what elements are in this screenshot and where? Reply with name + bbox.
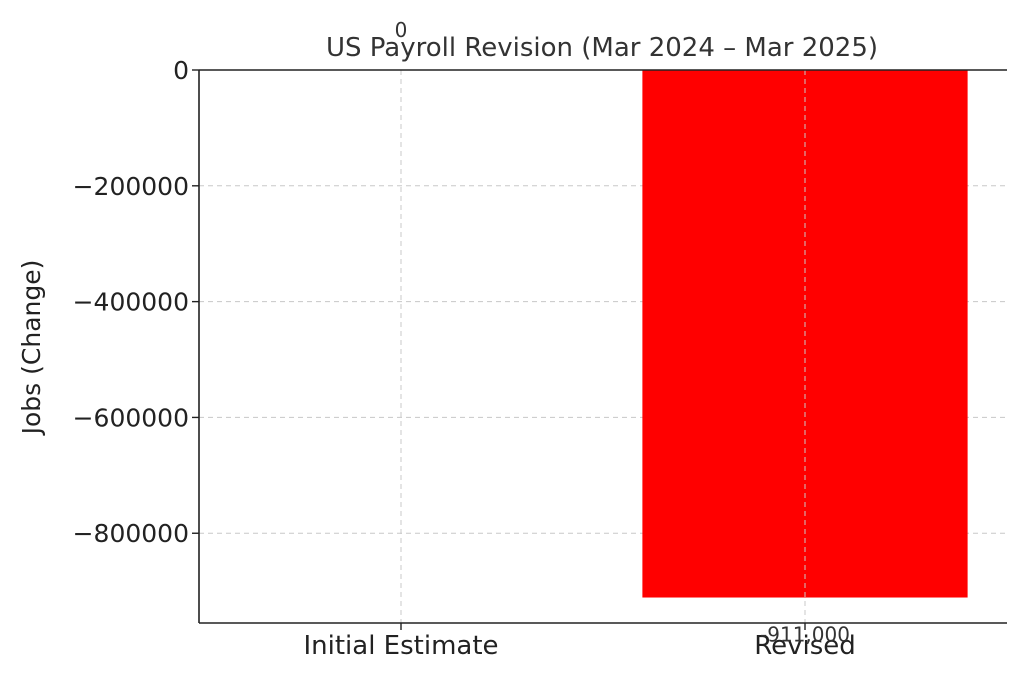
y-tick-layer: 0 −200000 −400000 −600000 −800000: [73, 56, 199, 548]
y-tick-label: −400000: [73, 288, 189, 317]
x-tick-label: Initial Estimate: [303, 631, 498, 661]
y-axis-title: Jobs (Change): [17, 260, 46, 437]
axis-layer: [198, 69, 1007, 624]
data-label-layer: 0 -911,000: [395, 18, 850, 647]
x-tick-layer: Initial Estimate Revised: [303, 623, 856, 661]
bar-value-label: 0: [395, 18, 408, 42]
y-tick-label: −800000: [73, 519, 189, 548]
chart-title: US Payroll Revision (Mar 2024 – Mar 2025…: [326, 33, 878, 63]
x-tick-label: Revised: [754, 631, 856, 661]
y-tick-label: 0: [173, 56, 189, 85]
y-tick-label: −600000: [73, 403, 189, 432]
y-tick-label: −200000: [73, 172, 189, 201]
bar-value-label: -911,000: [760, 623, 850, 647]
